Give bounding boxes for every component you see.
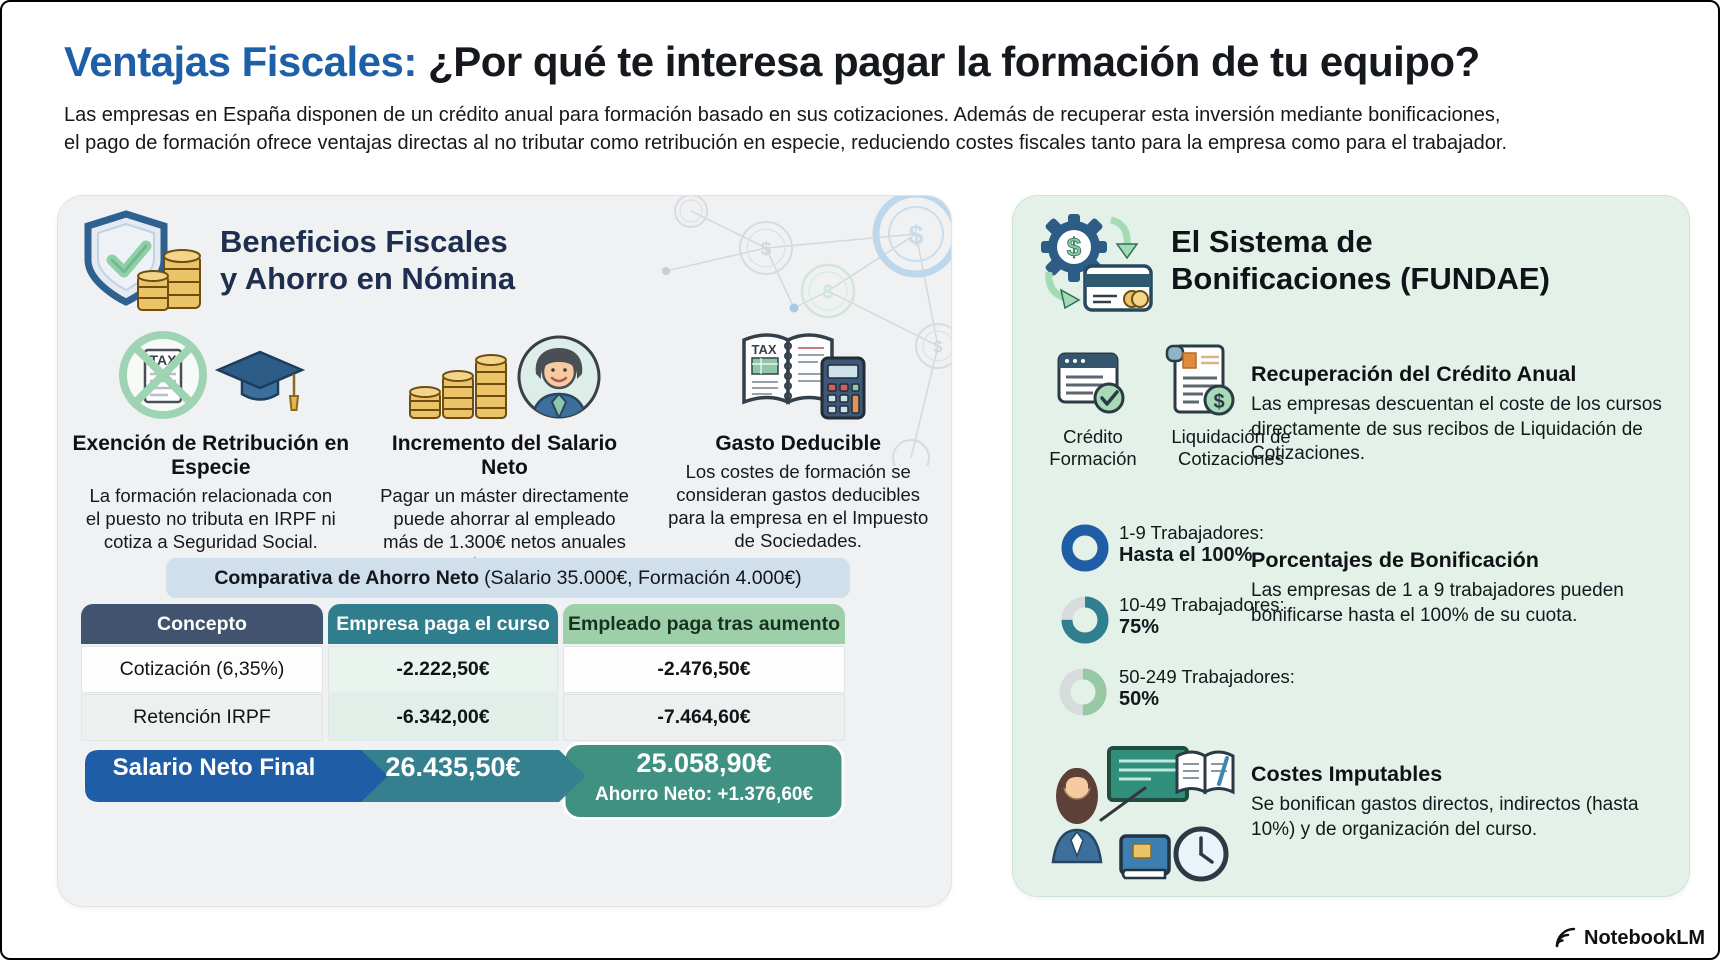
costes-section: Costes Imputables Se bonifican gastos di… [1251,762,1683,842]
table-caption-rest: (Salario 35.000€, Formación 4.000€) [484,566,802,589]
benefit-exencion-icons: TAX [72,316,350,422]
benefit-title: Gasto Deducible [715,432,882,455]
final-empleado-value: 25.058,90€ [636,748,772,778]
donut-label-2: 10-49 Trabajadores: 75% [1119,594,1285,638]
liquidacion-cotizaciones-icon: $ [1165,344,1235,416]
final-row-label: Salario Neto Final [112,754,316,781]
svg-text:$: $ [761,239,772,260]
credito-formacion-icon [1057,352,1125,414]
benefit-gasto-icons: TAX [659,316,937,422]
notebooklm-icon [1555,927,1576,948]
benefit-incremento-icons [366,316,644,422]
recuperacion-section: Recuperación del Crédito Anual Las empre… [1251,362,1683,467]
porcentajes-text: Las empresas de 1 a 9 trabajadores puede… [1251,580,1624,626]
page-title-rest: ¿Por qué te interesa pagar la formación … [416,38,1480,85]
liquidacion-label: Liquidación de Cotizaciones [1171,426,1291,470]
intro-line-1: Las empresas en España disponen de un cr… [64,104,1501,126]
gear-dollar-card-icon: $ [1041,214,1153,312]
coin-stacks-icon [408,354,507,419]
svg-text:$: $ [1067,232,1082,262]
notebooklm-label: NotebookLM [1584,926,1706,949]
donut-10-49-trabajadores [1061,596,1109,644]
porcentajes-heading: Porcentajes de Bonificación [1251,548,1539,572]
final-row-shape [85,742,845,820]
intro-line-2: el pago de formación ofrece ventajas dir… [64,131,1508,154]
benefit-title: Incremento del Salario Neto [391,432,618,480]
svg-text:$: $ [1213,391,1224,413]
final-empresa-value: 26.435,50€ [385,752,521,782]
recuperacion-text: Las empresas descuentan el coste de los … [1251,394,1662,465]
porcentajes-section: Porcentajes de Bonificación Las empresas… [1251,548,1683,628]
table-caption: Comparativa de Ahorro Neto (Salario 35.0… [166,558,850,598]
right-panel-title: El Sistema de Bonificaciones (FUNDAE) [1171,224,1550,296]
svg-text:$: $ [823,282,834,303]
right-panel-header: $ El Sistema de Bonificaciones (FUNDAE) [1035,208,1550,314]
cell-empresa: -6.342,00€ [328,694,558,741]
panel-beneficios-fiscales: $ $ $ $ Ben [57,195,952,907]
benefit-text: La formación relacionada con el puesto n… [85,485,336,553]
page-title: Ventajas Fiscales: ¿Por qué te interesa … [64,38,1480,86]
intro-paragraph: Las empresas en España disponen de un cr… [64,102,1674,157]
col-header-empresa: Empresa paga el curso [328,604,558,644]
benefit-incremento: Incremento del Salario Neto Pagar un más… [358,316,652,577]
left-panel-header: Beneficios Fiscales y Ahorro en Nómina [80,208,515,312]
svg-text:TAX: TAX [752,342,777,357]
employee-avatar-icon [517,335,600,419]
costes-text: Se bonifican gastos directos, indirectos… [1251,794,1639,840]
cell-empresa: -2.222,50€ [328,646,558,693]
panel-fundae: $ El Sistema de Bonificaciones (FUNDAE) [1012,195,1690,897]
donut-label-1: 1-9 Trabajadores: Hasta el 100% [1119,522,1265,566]
recuperacion-heading: Recuperación del Crédito Anual [1251,362,1577,386]
notebooklm-watermark: NotebookLM [1554,926,1705,950]
svg-text:$: $ [908,220,923,250]
donut-50-249-trabajadores [1059,668,1107,716]
shield-check-coins-icon [84,210,201,311]
teacher-training-icons [1051,746,1235,882]
ahorro-neto-badge: Ahorro Neto: +1.376,60€ [594,784,814,805]
col-header-concepto: Concepto [81,604,323,644]
table-caption-bold: Comparativa de Ahorro Neto [214,566,480,589]
credito-formacion-label: Crédito Formación [1049,426,1137,470]
benefit-text: Los costes de formación se consideran ga… [668,461,929,551]
left-panel-title: Beneficios Fiscales y Ahorro en Nómina [220,224,516,296]
benefits-row: TAX Exención de Retribución en Especie L… [64,316,945,577]
graduation-cap-icon [214,350,306,411]
benefit-exencion: TAX Exención de Retribución en Especie L… [64,316,358,577]
cell-concept: Retención IRPF [81,694,323,741]
costes-heading: Costes Imputables [1251,762,1443,786]
benefit-gasto: TAX Gast [651,316,945,577]
page-title-highlight: Ventajas Fiscales: [64,38,417,85]
donut-1-9-trabajadores [1061,524,1109,572]
tax-banned-icon: TAX [118,331,207,419]
cell-empleado: -2.476,50€ [563,646,845,693]
cell-concept: Cotización (6,35%) [81,646,323,693]
col-header-empleado: Empleado paga tras aumento [563,604,845,644]
donut-label-3: 50-249 Trabajadores: 50% [1119,666,1295,710]
tax-book-calculator-icon: TAX [742,333,866,420]
cell-empleado: -7.464,60€ [563,694,845,741]
benefit-title: Exención de Retribución en Especie [72,432,350,480]
